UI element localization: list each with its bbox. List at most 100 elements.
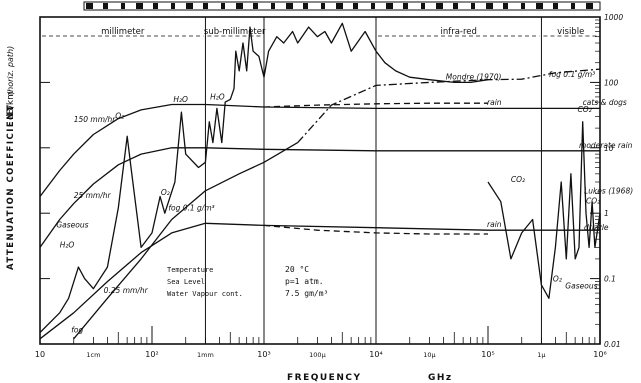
band-strip-block (203, 3, 208, 9)
annotation-label: H₂O (60, 240, 75, 249)
y-axis: 1000 100 10 1 0.1 0.01 (40, 13, 623, 349)
annotation-label: rain (487, 98, 502, 107)
condition-label: Temperature (167, 266, 213, 274)
y-axis-unit: dB/km (6, 91, 16, 120)
annotation-label: CO₂ (586, 197, 600, 206)
series-line-8 (487, 121, 601, 344)
band-strip-block (221, 3, 225, 9)
x-axis-unit: GHz (428, 373, 453, 383)
annotation-label: fog (71, 325, 83, 334)
band-strip-block (486, 3, 493, 9)
band-strip-block (153, 3, 158, 9)
series-line-0 (39, 103, 600, 197)
band-strip-block (321, 3, 325, 9)
x-wavelength-label: 1cm (86, 351, 100, 359)
band-strip-block (386, 3, 393, 9)
band-strip-block (503, 3, 508, 9)
x-axis: 10 10² 10³ 10⁴ 10⁵ 10⁶ 1cm 1mm 100μ 10μ 1μ (35, 326, 607, 359)
series-line-1 (39, 147, 600, 248)
x-axis-label: FREQUENCY (287, 373, 362, 383)
annotation-label: H₂O (173, 95, 188, 104)
band-strip-block (553, 3, 558, 9)
series-line-4 (297, 68, 601, 144)
annotation-label: 150 mm/hr (74, 115, 117, 124)
band-strip-block (471, 3, 475, 9)
band-strip-block (171, 3, 175, 9)
annotation-label: CO₂ (578, 105, 592, 114)
band-labels: millimeter sub-millimeter infra-red visible (42, 27, 598, 37)
y-tick-label: 0.1 (604, 275, 616, 284)
y-tick-label: 1 (604, 209, 609, 218)
condition-value: p=1 atm. (285, 277, 324, 286)
band-label: sub-millimeter (204, 27, 266, 37)
x-wavelength-label: 100μ (309, 351, 326, 359)
annotation-label: rain (487, 220, 502, 229)
annotation-label: drizzle (584, 223, 609, 232)
band-strip-block (86, 3, 93, 9)
annotations: Mondre (1970) rain rain fog 0.1 g/m³ cats & … (56, 70, 633, 334)
y-tick-label: 1000 (604, 13, 623, 22)
band-strip-block (121, 3, 125, 9)
band-strip-block (371, 3, 375, 9)
band-strip-block (253, 3, 258, 9)
y-tick-label: 10 (604, 144, 614, 153)
band-strip-block (571, 3, 575, 9)
series-line-6 (263, 224, 488, 235)
series-line-7 (39, 22, 489, 333)
annotation-label: Lukes (1968) (584, 187, 633, 196)
condition-value: 7.5 gm/m³ (285, 289, 328, 298)
y-tick-label: 100 (604, 78, 619, 87)
band-strip-block (103, 3, 108, 9)
band-strip-block (136, 3, 143, 9)
x-wavelength-label: 10μ (423, 351, 435, 359)
band-label: infra-red (440, 27, 476, 37)
x-wavelength-label: 1mm (197, 351, 214, 359)
band-strip-block (353, 3, 358, 9)
x-tick-label: 10⁵ (481, 350, 494, 359)
band-strip-block (236, 3, 243, 9)
band-strip-block (336, 3, 343, 9)
x-tick-label: 10³ (257, 350, 270, 359)
annotation-label: fog 0.1 g/m³ (549, 70, 595, 79)
series-line-3 (73, 142, 299, 340)
x-tick-label: 10² (145, 350, 158, 359)
band-strip-block (536, 3, 543, 9)
annotation-label: CO₂ (511, 175, 525, 184)
band-strip-block (421, 3, 425, 9)
x-tick-label: 10⁶ (593, 350, 606, 359)
annotation-label: cats & dogs (583, 98, 627, 107)
band-strip-block (286, 3, 293, 9)
plot-frame (39, 16, 601, 345)
band-strip-block (186, 3, 193, 9)
y-axis-note: (horiz. path) (6, 46, 15, 95)
annotation-label: 0.25 mm/hr (104, 286, 149, 295)
annotation-label: 25 mm/hr (74, 191, 112, 200)
y-axis-label: ATTENUATION COEFFICIENT (6, 104, 16, 270)
conditions-box: Temperature 20 °C Sea Level p=1 atm. Water V… (167, 265, 328, 298)
annotation-label: O₂ (553, 275, 562, 284)
annotation-label: O₂ (115, 112, 124, 121)
y-tick-label: 0.01 (604, 340, 621, 349)
annotation-label: O₂ (161, 188, 170, 197)
top-band-strip (83, 1, 601, 11)
band-strip-block (521, 3, 525, 9)
x-tick-label: 10⁴ (369, 350, 382, 359)
series-line-2 (39, 222, 600, 340)
band-label: millimeter (101, 27, 145, 37)
band-strip-block (303, 3, 308, 9)
annotation-label: H₂O (210, 92, 225, 101)
annotation-label: Mondre (1970) (446, 73, 502, 82)
band-boundary-lines (204, 17, 542, 344)
x-tick-label: 10 (35, 350, 45, 359)
band-strip-block (436, 3, 443, 9)
condition-value: 20 °C (285, 265, 309, 274)
band-strip-block (271, 3, 275, 9)
annotation-label: fog 0.1 g/m³ (168, 203, 214, 212)
band-strip-block (586, 3, 593, 9)
band-strip-block (403, 3, 408, 9)
series-layer (39, 22, 601, 344)
series-line-5 (263, 102, 488, 108)
band-strip-block (453, 3, 458, 9)
annotation-label: Gaseous (565, 282, 597, 291)
